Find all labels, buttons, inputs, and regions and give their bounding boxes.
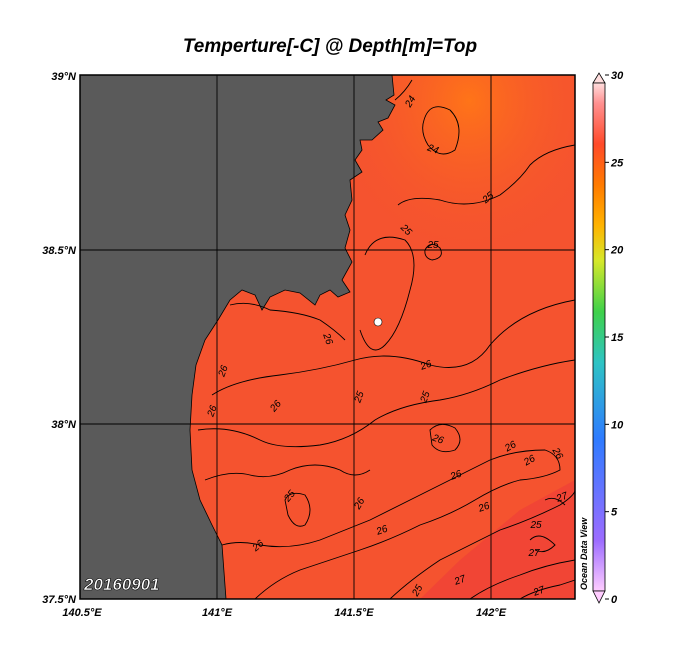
contour-label: 25: [426, 240, 439, 251]
colorbar-tick-label: 20: [610, 245, 624, 257]
colorbar-tick-label: 5: [611, 507, 618, 519]
contour-label: 27: [531, 584, 547, 599]
contour-label: 26: [418, 358, 434, 373]
colorbar-tick-label: 0: [611, 594, 618, 606]
latitude-axis: 39°N 38.5°N 38°N 37.5°N: [42, 71, 77, 606]
lat-tick-label: 37.5°N: [42, 594, 77, 606]
contour-label: 26: [448, 468, 464, 483]
colorbar-bottom-arrow: [592, 590, 606, 604]
contour-label: 26: [216, 364, 231, 380]
lat-tick-label: 38.5°N: [42, 245, 77, 257]
lat-tick-label: 38°N: [51, 419, 77, 431]
contour-label: 24: [403, 94, 419, 110]
colorbar-tick-label: 10: [611, 419, 624, 431]
contour-label: 26: [521, 453, 537, 469]
island: [373, 317, 383, 327]
date-label: 20160901: [83, 575, 160, 594]
colorbar-tick-label: 15: [611, 332, 624, 344]
colorbar-tick-label: 30: [611, 70, 624, 82]
contour-label: 27: [452, 573, 468, 588]
contour-label: 27: [527, 548, 540, 559]
contour-label: 26: [352, 496, 368, 512]
colorbar-tick-label: 25: [610, 157, 624, 169]
contour-label: 25: [410, 583, 426, 599]
contour-label: 25: [352, 390, 367, 406]
contour-label: 24: [425, 142, 441, 157]
lon-tick-label: 140.5°E: [62, 607, 102, 619]
plot-frame: [79, 74, 576, 600]
lon-tick-label: 141°E: [202, 607, 233, 619]
lon-tick-label: 142°E: [476, 607, 507, 619]
contour-label: 26: [549, 445, 565, 461]
contour-label: 26: [476, 500, 492, 515]
contour-label: 26: [205, 404, 220, 420]
contour-label: 25: [529, 520, 542, 531]
colorbar-top-arrow: [592, 72, 606, 84]
lon-tick-label: 141.5°E: [334, 607, 374, 619]
contour-label: 26: [320, 331, 335, 347]
ocean-data-view-watermark: Ocean Data View: [579, 517, 589, 590]
grid-lines: [80, 75, 575, 599]
longitude-axis: 140.5°E 141°E 141.5°E 142°E: [62, 607, 506, 619]
lat-tick-label: 39°N: [51, 71, 77, 83]
map-title: Temperture[-C] @ Depth[m]=Top: [182, 36, 478, 57]
contour-label: 26: [502, 439, 518, 455]
colorbar: 30 25 20 15 10 5 0: [592, 70, 624, 606]
contour-lines: [197, 79, 575, 599]
contour-label: 26: [430, 432, 446, 447]
contour-label: 26: [374, 523, 390, 538]
contour-label: 27: [554, 490, 570, 505]
contour-label: 25: [418, 390, 433, 406]
colorbar-gradient: [592, 82, 606, 592]
